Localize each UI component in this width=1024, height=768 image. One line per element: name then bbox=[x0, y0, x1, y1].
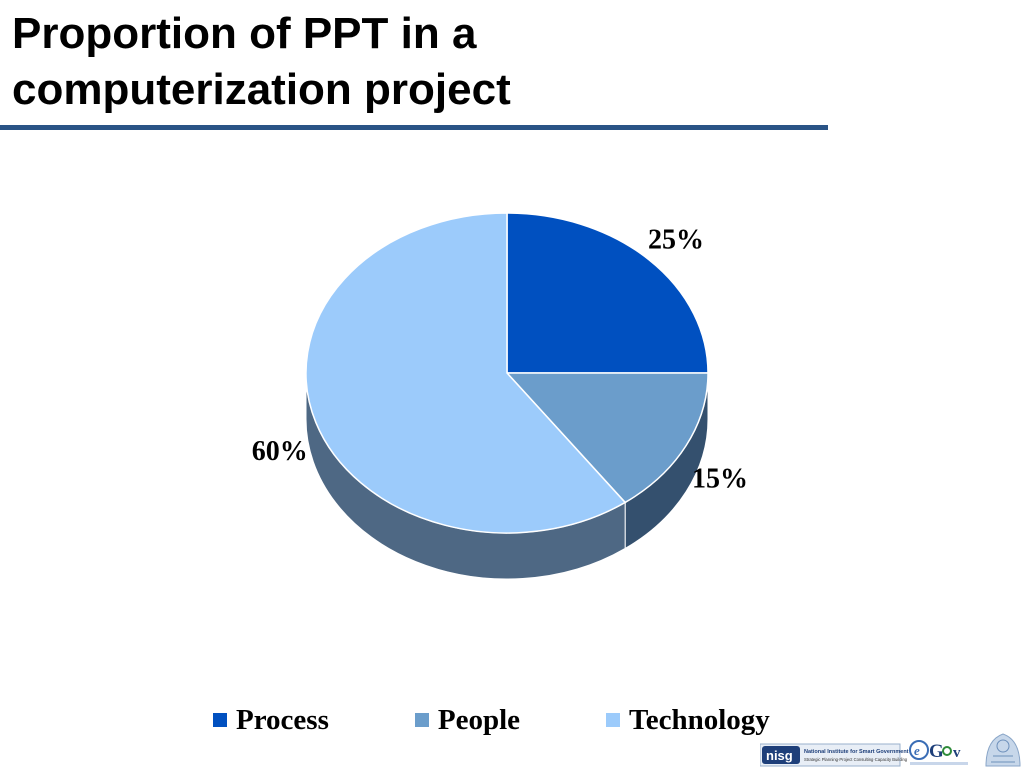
legend-item-technology: Technology bbox=[606, 704, 770, 737]
emblem-logo bbox=[985, 733, 1021, 767]
svg-text:nisg: nisg bbox=[766, 748, 793, 763]
pie-slice-people bbox=[505, 372, 709, 504]
pie-chart: 25% 15% 60% bbox=[252, 212, 748, 580]
chart-legend: Process People Technology bbox=[213, 702, 770, 738]
legend-swatch-people bbox=[414, 713, 429, 727]
legend-swatch-technology bbox=[606, 713, 621, 727]
legend-item-process: Process bbox=[213, 704, 329, 737]
footer-logos: nisg National Institute for Smart Govern… bbox=[760, 733, 1021, 767]
legend-swatch-process bbox=[213, 713, 227, 727]
svg-text:G: G bbox=[929, 741, 944, 762]
nisg-logo-subtext: Strategic Planning·Project Consulting·Ca… bbox=[804, 757, 908, 762]
data-label-process: 25% bbox=[648, 225, 704, 256]
egov-logo: e G v bbox=[909, 740, 968, 765]
nisg-logo: nisg National Institute for Smart Govern… bbox=[760, 743, 909, 767]
data-label-people: 15% bbox=[692, 464, 748, 495]
pie-slice-technology bbox=[305, 212, 627, 534]
nisg-logo-text: National Institute for Smart Government bbox=[804, 749, 909, 755]
svg-text:v: v bbox=[953, 745, 961, 761]
page-title: Proportion of PPT in a computerization p… bbox=[12, 9, 511, 114]
legend-item-people: People bbox=[414, 703, 521, 737]
data-label-technology: 60% bbox=[252, 436, 308, 467]
legend-label-technology: Technology bbox=[629, 703, 770, 736]
legend-label-process: Process bbox=[236, 703, 329, 736]
title-rule bbox=[0, 125, 828, 130]
svg-text:e: e bbox=[914, 743, 920, 758]
pie-slice-process bbox=[506, 212, 709, 374]
legend-label-people: People bbox=[437, 703, 521, 736]
